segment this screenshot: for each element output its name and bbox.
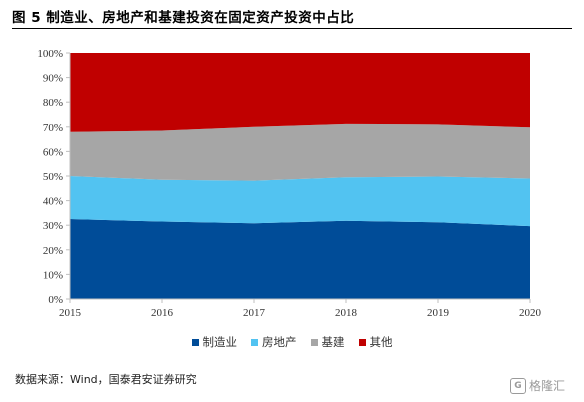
legend-label: 其他 <box>369 335 393 349</box>
y-axis-tick-labels: 0% 10% 20% 30% 40% 50% 60% 70% 80% 90% 100% <box>37 48 63 306</box>
x-tick-label: 2018 <box>335 307 358 319</box>
legend-label: 房地产 <box>262 335 297 349</box>
y-tick-label: 80% <box>43 97 63 109</box>
y-tick-label: 60% <box>43 146 63 158</box>
legend-item-real-estate: 房地产 <box>251 334 297 350</box>
x-tick-label: 2017 <box>243 307 266 319</box>
chart-legend: 制造业 房地产 基建 其他 <box>0 334 584 350</box>
y-tick-label: 100% <box>37 48 63 60</box>
x-tick-label: 2015 <box>59 307 82 319</box>
y-tick-label: 10% <box>43 269 63 281</box>
source-note: 数据来源：Wind，国泰君安证券研究 <box>15 373 197 386</box>
x-axis-tick-labels: 2015 2016 2017 2018 2019 2020 <box>59 307 542 319</box>
area-manufacturing <box>70 219 530 299</box>
legend-swatch <box>358 338 366 346</box>
title-divider <box>12 28 572 29</box>
y-tick-label: 50% <box>43 171 63 183</box>
x-tick-label: 2016 <box>151 307 174 319</box>
y-tick-label: 0% <box>48 294 63 306</box>
legend-swatch <box>191 338 199 346</box>
x-tick-label: 2020 <box>519 307 542 319</box>
chart-title: 图 5 制造业、房地产和基建投资在固定资产投资中占比 <box>12 10 355 26</box>
stacked-area-chart: 0%10%20%30%40%50%60%70%80%90%100% 2015 20… <box>37 48 542 319</box>
legend-swatch <box>310 338 318 346</box>
legend-label: 基建 <box>321 335 345 349</box>
y-tick-label: 20% <box>43 245 63 257</box>
watermark: G 格隆汇 <box>510 377 565 394</box>
watermark-text: 格隆汇 <box>529 379 566 393</box>
y-tick-label: 40% <box>43 196 63 208</box>
area-real-estate <box>70 176 530 227</box>
legend-item-manufacturing: 制造业 <box>191 334 238 350</box>
area-series-group <box>70 53 530 299</box>
legend-label: 制造业 <box>202 335 238 349</box>
legend-swatch <box>251 338 258 346</box>
y-tick-label: 70% <box>43 122 63 134</box>
y-tick-label: 30% <box>43 220 63 232</box>
chart-axes <box>66 52 531 303</box>
x-tick-label: 2019 <box>427 307 450 319</box>
legend-item-other: 其他 <box>358 334 393 350</box>
y-tick-label: 90% <box>43 73 63 85</box>
watermark-logo-icon: G <box>510 377 526 394</box>
area-infrastructure <box>70 123 530 181</box>
area-other <box>70 53 530 132</box>
legend-item-infrastructure: 基建 <box>310 334 345 350</box>
